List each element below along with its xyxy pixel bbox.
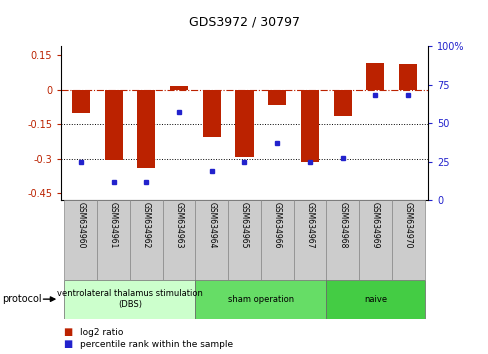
Text: GSM634961: GSM634961 <box>109 202 118 249</box>
Bar <box>260 200 293 280</box>
Text: GSM634969: GSM634969 <box>370 202 379 249</box>
Bar <box>130 200 163 280</box>
Text: GSM634967: GSM634967 <box>305 202 314 249</box>
Bar <box>64 200 97 280</box>
Bar <box>391 200 424 280</box>
Text: ■: ■ <box>63 339 73 349</box>
Bar <box>301 90 318 162</box>
Text: ■: ■ <box>63 327 73 337</box>
Bar <box>228 200 260 280</box>
Bar <box>203 90 220 137</box>
Bar <box>398 64 416 90</box>
Bar <box>163 200 195 280</box>
Text: GDS3972 / 30797: GDS3972 / 30797 <box>189 16 299 29</box>
Bar <box>195 200 228 280</box>
Bar <box>235 90 253 158</box>
Bar <box>333 90 351 116</box>
Bar <box>293 200 325 280</box>
Bar <box>72 90 90 113</box>
Bar <box>325 200 358 280</box>
Bar <box>104 90 122 160</box>
Bar <box>358 200 391 280</box>
Text: GSM634962: GSM634962 <box>142 202 150 249</box>
Bar <box>137 90 155 168</box>
Text: protocol: protocol <box>2 294 42 304</box>
Text: naive: naive <box>363 295 386 304</box>
Text: GSM634964: GSM634964 <box>207 202 216 249</box>
Bar <box>64 280 195 319</box>
Text: GSM634963: GSM634963 <box>174 202 183 249</box>
Text: sham operation: sham operation <box>227 295 293 304</box>
Text: GSM634965: GSM634965 <box>240 202 248 249</box>
Text: GSM634966: GSM634966 <box>272 202 281 249</box>
Text: GSM634968: GSM634968 <box>338 202 346 249</box>
Text: ventrolateral thalamus stimulation
(DBS): ventrolateral thalamus stimulation (DBS) <box>57 290 203 309</box>
Bar <box>195 280 325 319</box>
Bar <box>268 90 285 105</box>
Bar <box>366 63 384 90</box>
Text: GSM634960: GSM634960 <box>76 202 85 249</box>
Bar <box>325 280 424 319</box>
Text: log2 ratio: log2 ratio <box>80 327 123 337</box>
Text: percentile rank within the sample: percentile rank within the sample <box>80 339 232 349</box>
Bar <box>170 86 187 90</box>
Text: GSM634970: GSM634970 <box>403 202 412 249</box>
Bar <box>97 200 130 280</box>
